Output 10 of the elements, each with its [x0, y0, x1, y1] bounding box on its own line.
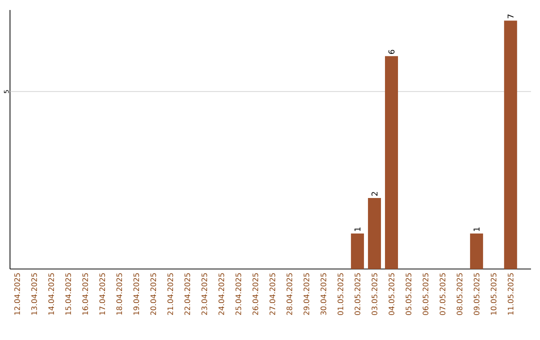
data-label: 2 [371, 192, 378, 196]
data-label: 7 [508, 14, 514, 18]
bar [504, 20, 518, 269]
bar [470, 234, 484, 269]
bar [368, 198, 381, 269]
data-label: 1 [354, 227, 360, 231]
bar [350, 234, 364, 269]
data-label: 6 [388, 50, 395, 54]
bar [384, 56, 398, 269]
data-label: 1 [474, 227, 480, 231]
